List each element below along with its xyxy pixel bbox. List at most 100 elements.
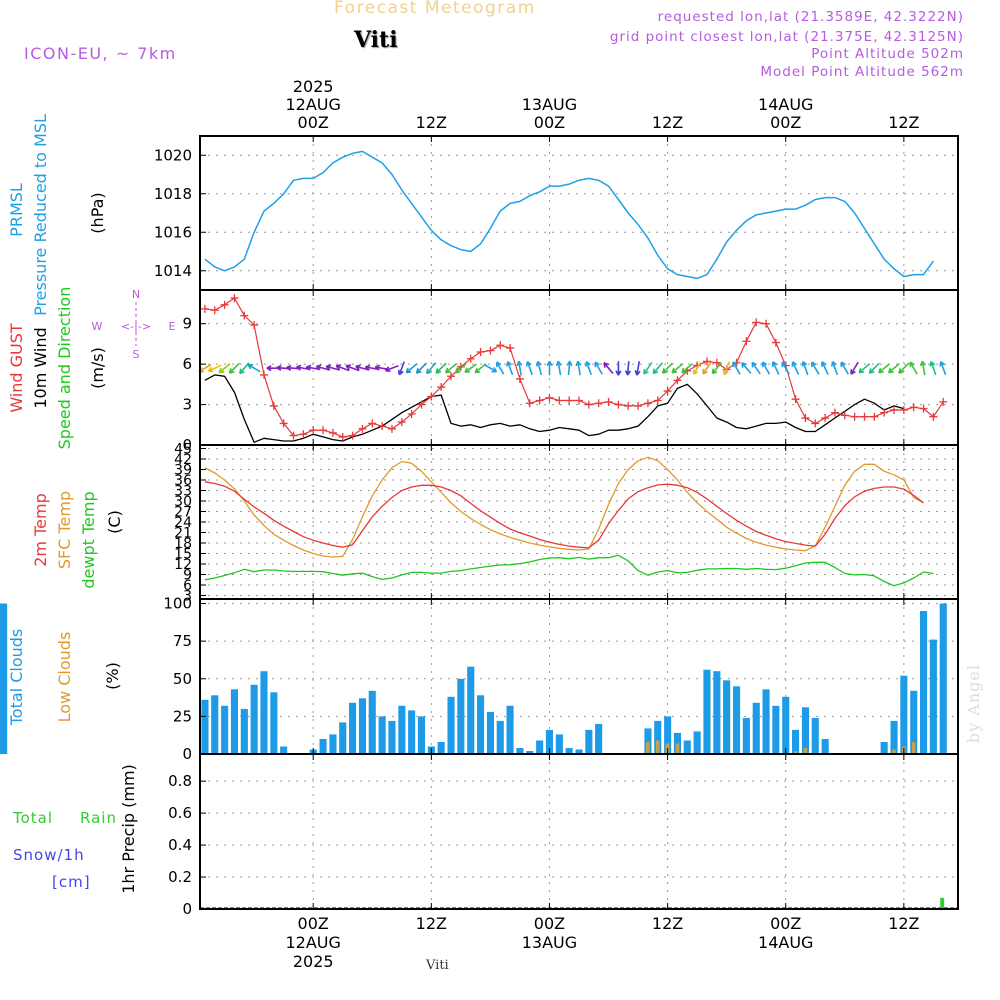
top-time-label: 12Z <box>416 113 447 132</box>
wind-10m-label: 10m Wind <box>31 327 50 408</box>
cloud-total-bar <box>329 734 337 754</box>
wind-direction-arrow <box>315 364 331 371</box>
wind-direction-arrow <box>781 361 790 375</box>
requested-coords: requested lon,lat (21.3589E, 42.3222N) <box>657 9 964 25</box>
cloud-total-bar <box>752 702 760 754</box>
gust-marker <box>476 348 485 356</box>
wind-direction-arrow <box>732 361 741 375</box>
cloud-total-bar <box>417 716 425 754</box>
cloud-total-bar <box>664 716 672 754</box>
gust-marker <box>801 414 810 423</box>
gust-marker <box>387 424 396 433</box>
wind-direction-arrow <box>228 362 240 374</box>
y-tick-label: 21 <box>174 526 192 542</box>
gust-marker <box>309 426 318 435</box>
bottom-time-label: 00Z <box>534 914 565 933</box>
y-tick-label: 9 <box>182 315 192 333</box>
cloud-total-bar <box>408 710 416 754</box>
gust-marker <box>584 400 593 409</box>
wind-direction-arrow <box>671 363 684 374</box>
temp-unit: (C) <box>105 510 124 534</box>
cloud-total-bar <box>565 748 573 754</box>
cloud-total-bar <box>0 603 8 754</box>
cloud-total-bar <box>811 717 819 754</box>
wind-direction-arrow <box>939 360 947 376</box>
y-tick-label: 30 <box>174 494 192 510</box>
cloud-unit: (%) <box>103 662 122 690</box>
cloud-total-bar <box>929 639 937 754</box>
gust-marker <box>259 370 268 379</box>
bottom-time-label: 00Z <box>770 914 801 933</box>
cloud-total-bar <box>792 729 800 754</box>
y-tick-label: 3 <box>183 589 192 605</box>
top-time-label: 14AUG <box>758 95 813 114</box>
top-time-label: 12Z <box>652 113 683 132</box>
wind-direction-arrow <box>207 364 222 373</box>
cloud-total-bar <box>585 729 593 754</box>
gust-marker <box>210 306 219 315</box>
y-tick-label: 1014 <box>154 262 192 280</box>
gust-marker <box>929 412 938 421</box>
y-tick-label: 15 <box>174 547 192 563</box>
wind-direction-arrow <box>525 361 533 376</box>
wind-direction-arrow <box>722 361 730 376</box>
cloud-total-bar <box>673 732 681 754</box>
gust-marker <box>338 432 347 441</box>
bottom-time-label: 12Z <box>888 914 919 933</box>
wind-direction-arrow <box>384 365 399 373</box>
precip-unit-vertical: 1hr Precip (mm) <box>119 764 138 894</box>
cloud-total-bar <box>457 678 465 754</box>
cloud-total-bar <box>713 671 721 754</box>
gust-marker <box>515 374 524 383</box>
footer-location: Viti <box>426 958 449 973</box>
cloud-total-bar <box>388 720 396 754</box>
gust-marker <box>555 396 564 405</box>
wind-direction-arrow <box>305 364 321 371</box>
y-tick-label: 0 <box>182 900 192 918</box>
cloud-total-bar <box>240 708 248 754</box>
model-point-altitude: Model Point Altitude 562m <box>760 64 964 80</box>
gust-marker <box>319 426 328 435</box>
model-label: ICON-EU, ~ 7km <box>24 44 177 63</box>
cloud-total-bar <box>368 690 376 754</box>
cloud-total-bar <box>821 739 829 754</box>
cloud-total-bar <box>801 707 809 754</box>
cloud-total-label: Total Clouds <box>7 629 26 727</box>
pressure-unit: (hPa) <box>88 192 107 233</box>
cloud-total-bar <box>723 680 731 754</box>
cloud-total-bar <box>447 696 455 754</box>
gust-marker <box>506 343 515 352</box>
wind-direction-arrow <box>878 363 891 374</box>
wind-direction-arrow <box>811 361 820 375</box>
wind-direction-arrow <box>575 360 582 376</box>
gust-marker <box>643 399 652 408</box>
y-tick-label: 0 <box>182 745 192 763</box>
temp-2m-line <box>204 481 924 549</box>
gust-marker <box>397 418 406 427</box>
wind-direction-arrow <box>919 360 927 376</box>
temp-2m-label: 2m Temp <box>31 493 50 567</box>
gust-marker <box>496 341 505 350</box>
wind-direction-arrow <box>426 362 437 375</box>
gust-marker <box>545 393 554 402</box>
wind-direction-arrow <box>840 361 849 375</box>
cloud-low-bar <box>911 742 916 754</box>
wind-unit: (m/s) <box>88 347 107 389</box>
wind-direction-arrow <box>218 363 231 374</box>
top-time-label: 00Z <box>534 113 565 132</box>
cloud-total-bar <box>644 728 652 754</box>
gust-marker <box>368 419 377 428</box>
cloud-total-bar <box>693 731 701 754</box>
bottom-time-label: 2025 <box>293 952 334 971</box>
wind-direction-arrow <box>761 361 771 375</box>
cloud-total-bar <box>890 720 898 754</box>
precip-rain-bar <box>940 897 945 909</box>
cloud-low-bar <box>793 751 798 754</box>
wind-direction-arrow <box>516 360 523 376</box>
y-tick-label: 12 <box>174 557 192 573</box>
bottom-time-label: 12Z <box>652 914 683 933</box>
cloud-total-bar <box>703 669 711 754</box>
cloud-low-label: Low Clouds <box>55 632 74 723</box>
wind-direction-arrow <box>495 361 505 375</box>
panel-frame <box>199 135 959 291</box>
